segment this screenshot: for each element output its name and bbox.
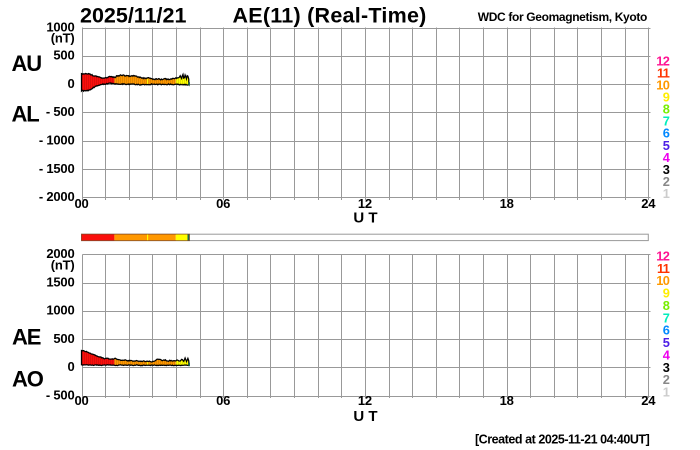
- svg-text:2025/11/21: 2025/11/21: [80, 4, 186, 28]
- svg-text:7: 7: [663, 114, 670, 129]
- svg-text:24: 24: [641, 393, 656, 408]
- svg-text:0: 0: [67, 359, 74, 374]
- svg-text:7: 7: [663, 310, 670, 325]
- svg-text:2: 2: [663, 372, 670, 387]
- svg-text:3: 3: [663, 162, 670, 177]
- svg-text:1: 1: [663, 186, 670, 201]
- svg-text:12: 12: [656, 248, 670, 263]
- svg-text:1000: 1000: [46, 19, 74, 34]
- svg-text:5: 5: [663, 138, 670, 153]
- svg-text:6: 6: [663, 323, 670, 338]
- svg-text:AU: AU: [12, 51, 42, 76]
- svg-text:11: 11: [657, 65, 670, 80]
- svg-text:4: 4: [663, 150, 671, 165]
- svg-text:4: 4: [663, 347, 671, 362]
- svg-text:AE: AE: [12, 324, 41, 349]
- svg-text:AO: AO: [12, 366, 44, 391]
- svg-text:2000: 2000: [46, 246, 74, 261]
- svg-text:6: 6: [663, 126, 670, 141]
- svg-text:8: 8: [663, 102, 670, 117]
- svg-text:- 500: - 500: [46, 387, 75, 402]
- svg-text:8: 8: [663, 298, 670, 313]
- svg-text:- 500: - 500: [46, 104, 75, 119]
- svg-text:2: 2: [663, 174, 670, 189]
- svg-text:1: 1: [663, 385, 670, 400]
- svg-text:10: 10: [656, 78, 670, 93]
- svg-text:- 1500: - 1500: [39, 161, 75, 176]
- svg-text:24: 24: [641, 196, 656, 211]
- svg-text:- 2000: - 2000: [39, 189, 75, 204]
- svg-text:9: 9: [663, 286, 670, 301]
- svg-text:00: 00: [74, 393, 88, 408]
- svg-text:(nT): (nT): [51, 31, 75, 46]
- svg-text:U T: U T: [353, 408, 377, 425]
- svg-text:18: 18: [500, 393, 514, 408]
- svg-text:WDC for Geomagnetism, Kyoto: WDC for Geomagnetism, Kyoto: [478, 10, 647, 24]
- svg-text:500: 500: [53, 48, 74, 63]
- svg-text:AL: AL: [12, 101, 40, 126]
- svg-text:9: 9: [663, 90, 670, 105]
- svg-text:12: 12: [656, 53, 670, 68]
- svg-text:06: 06: [216, 393, 230, 408]
- svg-text:(nT): (nT): [51, 258, 75, 273]
- svg-text:10: 10: [656, 273, 670, 288]
- svg-text:500: 500: [53, 331, 74, 346]
- svg-text:12: 12: [358, 196, 372, 211]
- svg-text:18: 18: [500, 196, 514, 211]
- svg-text:[Created at 2025-11-21 04:40UT: [Created at 2025-11-21 04:40UT]: [475, 432, 650, 446]
- svg-text:5: 5: [663, 335, 670, 350]
- svg-text:U T: U T: [353, 210, 377, 227]
- svg-text:3: 3: [663, 360, 670, 375]
- svg-text:11: 11: [657, 261, 670, 276]
- svg-text:- 1000: - 1000: [39, 133, 75, 148]
- svg-text:12: 12: [358, 393, 372, 408]
- svg-text:06: 06: [216, 196, 230, 211]
- svg-text:1500: 1500: [46, 274, 74, 289]
- svg-text:0: 0: [67, 76, 74, 91]
- svg-text:AE(11) (Real-Time): AE(11) (Real-Time): [233, 4, 427, 28]
- svg-text:00: 00: [74, 196, 88, 211]
- svg-text:1000: 1000: [46, 303, 74, 318]
